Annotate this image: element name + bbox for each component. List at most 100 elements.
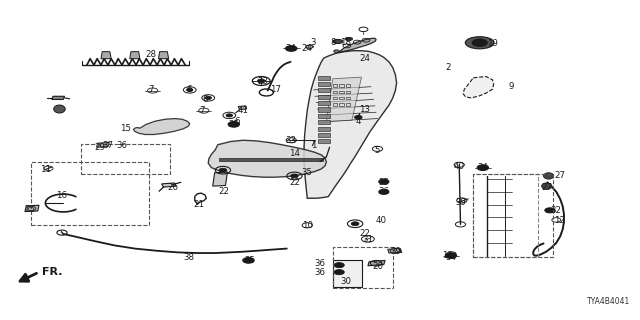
Polygon shape (368, 260, 385, 266)
Text: 31: 31 (362, 235, 373, 244)
Text: 1: 1 (311, 141, 316, 150)
Text: 29: 29 (94, 143, 105, 152)
Bar (318, 82, 330, 86)
Polygon shape (304, 51, 397, 198)
Text: 15: 15 (120, 124, 131, 132)
Text: 41: 41 (238, 106, 249, 115)
Bar (318, 108, 330, 112)
Polygon shape (333, 260, 362, 287)
Text: 9: 9 (509, 82, 515, 91)
Circle shape (285, 46, 297, 51)
Text: 36: 36 (116, 141, 127, 150)
Bar (333, 97, 337, 100)
Ellipse shape (345, 37, 353, 41)
Text: 40: 40 (375, 216, 386, 225)
Text: 23: 23 (257, 77, 268, 86)
Polygon shape (334, 38, 376, 52)
Text: 40: 40 (454, 162, 465, 171)
Text: 37: 37 (102, 141, 113, 150)
Text: 17: 17 (270, 85, 281, 94)
Text: 35: 35 (244, 256, 255, 265)
Text: 36: 36 (378, 188, 389, 196)
Text: 30: 30 (340, 276, 351, 285)
Circle shape (355, 116, 362, 119)
Text: 13: 13 (359, 105, 370, 114)
Bar (318, 133, 330, 137)
Text: 35: 35 (378, 178, 389, 187)
Polygon shape (219, 158, 323, 161)
Text: 19: 19 (487, 39, 498, 48)
Circle shape (257, 79, 265, 83)
Text: 38: 38 (184, 253, 195, 262)
Circle shape (472, 39, 487, 47)
Ellipse shape (333, 39, 343, 44)
Bar (318, 139, 330, 143)
Text: 22: 22 (289, 178, 300, 187)
Text: 36: 36 (314, 259, 326, 268)
Text: 35: 35 (301, 168, 313, 177)
Polygon shape (463, 76, 493, 98)
Text: 27: 27 (541, 183, 552, 192)
Bar (333, 84, 337, 87)
Text: 7: 7 (148, 85, 154, 94)
Circle shape (243, 258, 254, 263)
Polygon shape (162, 183, 176, 187)
Text: 10: 10 (301, 221, 313, 230)
Circle shape (334, 263, 344, 268)
Polygon shape (25, 205, 39, 212)
Bar (339, 91, 344, 93)
Circle shape (219, 168, 227, 172)
Bar (333, 103, 337, 106)
Text: 33: 33 (286, 136, 297, 145)
Ellipse shape (465, 37, 494, 49)
Bar (318, 101, 330, 105)
Bar (333, 247, 394, 288)
Text: 35: 35 (228, 120, 239, 130)
Circle shape (291, 174, 298, 178)
Text: 18: 18 (340, 38, 351, 47)
Bar (339, 97, 344, 100)
Bar (318, 88, 330, 92)
Text: 34: 34 (445, 253, 456, 262)
Text: 8: 8 (330, 38, 335, 47)
Circle shape (228, 122, 239, 127)
Circle shape (334, 270, 344, 275)
Bar (318, 114, 330, 118)
Circle shape (379, 189, 389, 195)
Ellipse shape (541, 183, 552, 189)
Bar (31, 162, 150, 225)
Polygon shape (212, 172, 227, 186)
Ellipse shape (543, 173, 554, 179)
Text: 22: 22 (359, 229, 370, 238)
Text: 6: 6 (202, 95, 208, 104)
Bar (346, 84, 350, 87)
Text: 20: 20 (372, 262, 383, 271)
Bar (473, 174, 553, 257)
Bar (318, 120, 330, 124)
Bar (318, 95, 330, 99)
Bar (346, 97, 350, 100)
Polygon shape (326, 77, 362, 122)
Text: 26: 26 (168, 183, 179, 192)
Text: 6: 6 (186, 85, 192, 94)
Text: 3: 3 (311, 38, 316, 47)
Circle shape (379, 179, 389, 184)
Circle shape (477, 165, 488, 171)
Ellipse shape (54, 105, 65, 113)
Polygon shape (52, 96, 65, 100)
Text: 11: 11 (40, 165, 51, 174)
Text: 11: 11 (442, 251, 453, 260)
Circle shape (351, 222, 359, 226)
Text: 24: 24 (359, 53, 370, 62)
Text: 34: 34 (286, 44, 297, 53)
Bar (346, 91, 350, 93)
Text: 27: 27 (554, 172, 565, 180)
Text: 22: 22 (219, 188, 230, 196)
Text: 39: 39 (390, 247, 401, 256)
Text: 5: 5 (375, 146, 380, 155)
Text: 12: 12 (554, 216, 565, 225)
Polygon shape (97, 142, 109, 147)
Text: 7: 7 (199, 106, 205, 115)
Polygon shape (238, 106, 246, 110)
Text: 32: 32 (551, 206, 562, 215)
